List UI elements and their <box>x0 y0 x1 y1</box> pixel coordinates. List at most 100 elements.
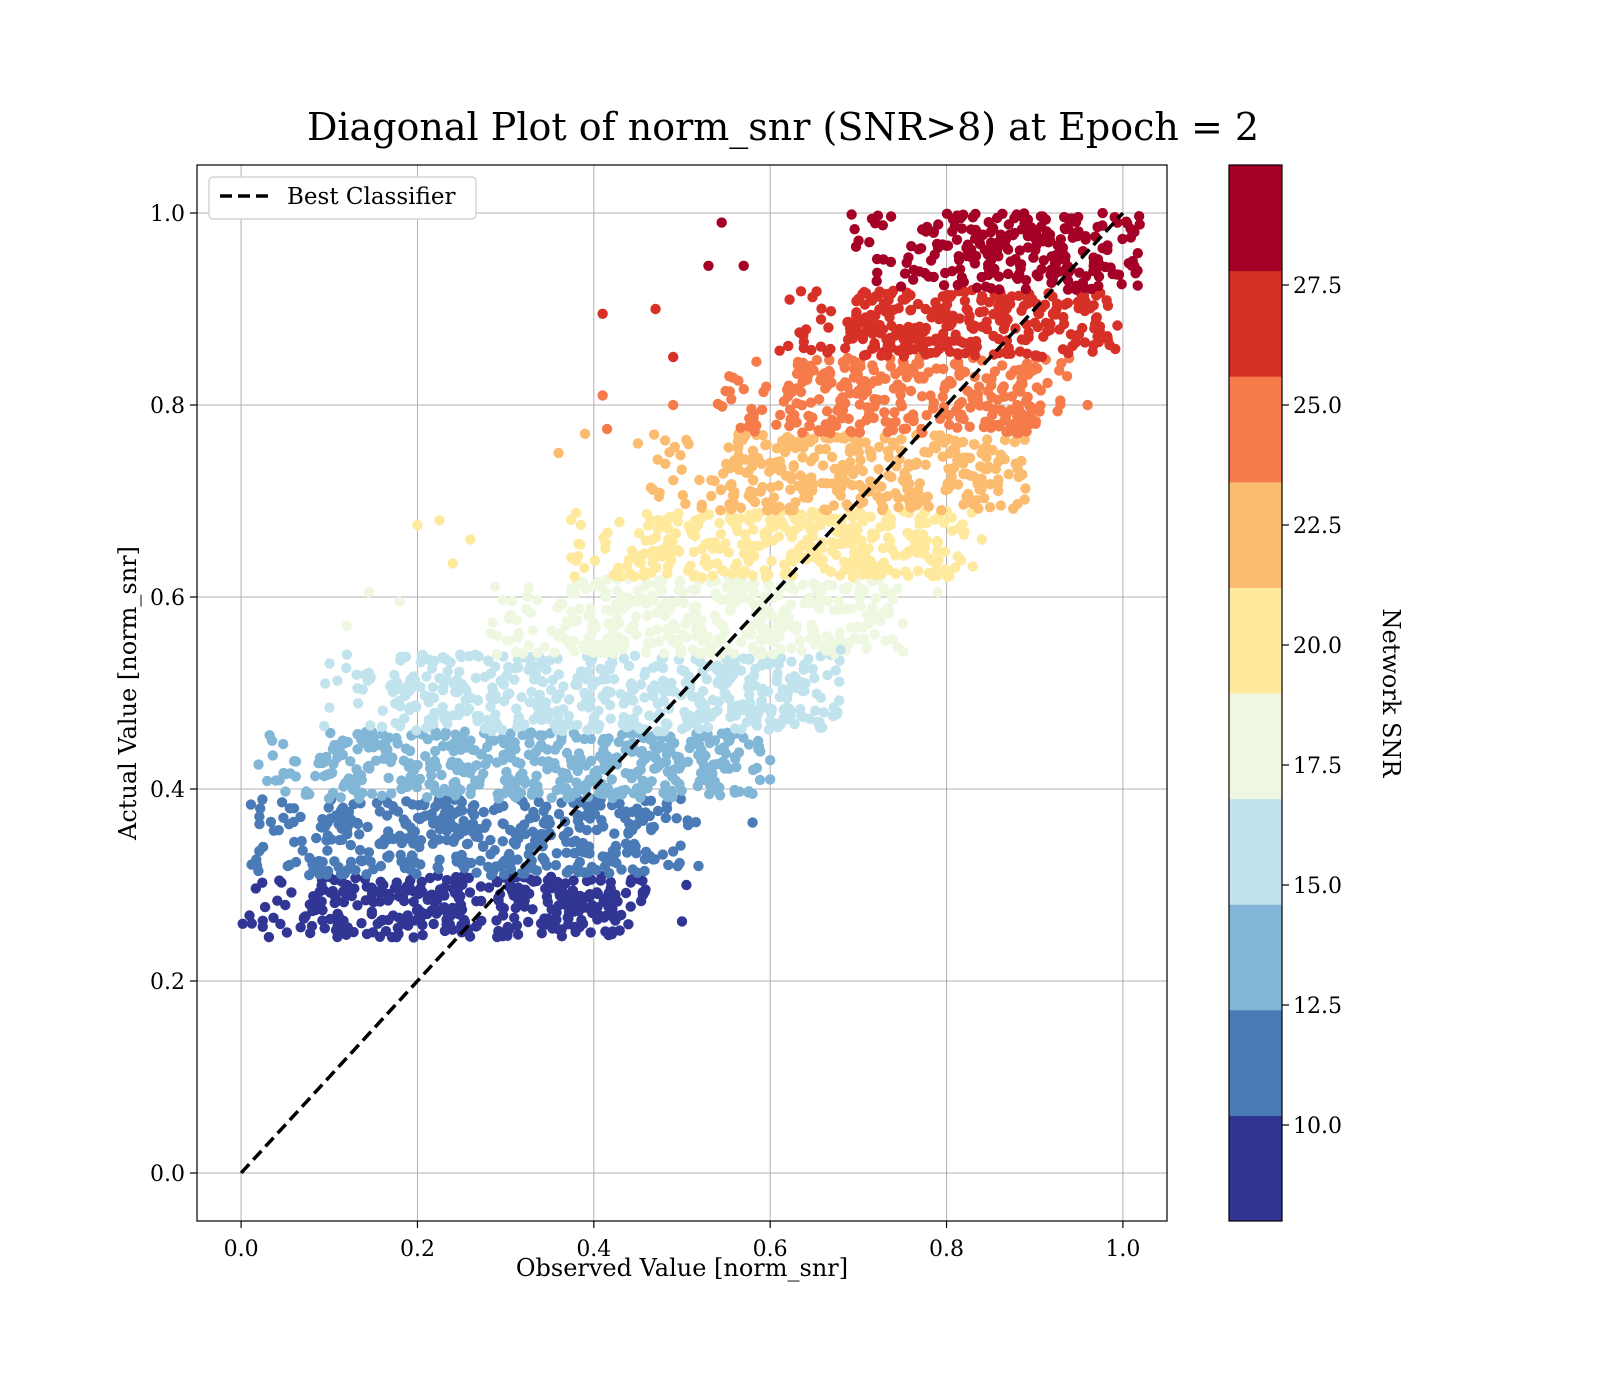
data-point <box>334 834 345 846</box>
data-point <box>660 780 671 791</box>
data-point <box>285 768 296 779</box>
data-point <box>633 528 645 539</box>
y-tick-label: 0.2 <box>150 970 185 995</box>
outlier-point <box>447 558 458 569</box>
data-point <box>770 514 781 525</box>
data-point <box>712 660 723 671</box>
data-point <box>498 788 509 799</box>
outlier-point <box>597 308 608 319</box>
data-point <box>524 888 535 899</box>
data-point <box>1035 385 1047 396</box>
data-point <box>327 885 338 897</box>
data-point <box>415 859 426 870</box>
data-point <box>969 350 981 361</box>
data-point <box>903 321 914 333</box>
data-point <box>585 656 596 668</box>
data-point <box>793 480 804 492</box>
data-point <box>662 791 673 803</box>
data-point <box>253 759 264 770</box>
data-point <box>416 876 427 887</box>
data-point <box>639 865 650 877</box>
data-point <box>807 412 818 423</box>
data-point <box>424 872 436 884</box>
data-point <box>695 695 706 707</box>
data-point <box>485 628 496 639</box>
data-point <box>879 407 890 418</box>
data-point <box>639 692 650 703</box>
data-point <box>747 642 759 653</box>
data-point <box>993 421 1005 432</box>
data-point <box>696 499 708 510</box>
data-point <box>1007 230 1019 241</box>
data-point <box>323 802 334 813</box>
y-axis-ticks: 0.0 0.2 0.4 0.6 0.8 1.0 <box>150 202 197 1187</box>
data-point <box>859 633 870 645</box>
data-point <box>983 217 994 228</box>
outlier-point <box>632 438 644 449</box>
data-point <box>859 286 870 298</box>
data-point <box>728 490 740 501</box>
data-point <box>797 579 809 591</box>
data-point <box>598 733 609 745</box>
outlier-point <box>681 879 692 891</box>
data-point <box>506 595 518 607</box>
data-point <box>933 314 945 325</box>
data-point <box>796 400 808 411</box>
data-point <box>386 679 397 691</box>
data-point <box>590 676 602 687</box>
data-point <box>498 738 510 749</box>
data-point <box>550 860 562 871</box>
data-point <box>593 705 604 716</box>
data-point <box>317 915 328 926</box>
data-point <box>755 634 767 645</box>
data-point <box>997 360 1008 371</box>
data-point <box>956 396 967 408</box>
data-point <box>522 591 533 602</box>
data-point <box>558 719 569 730</box>
colorbar <box>1229 165 1282 1222</box>
data-point <box>828 702 839 713</box>
data-point <box>854 588 865 599</box>
data-point <box>928 397 939 408</box>
data-point <box>814 594 825 605</box>
band-9-points <box>846 207 1145 295</box>
data-point <box>534 742 545 754</box>
data-point <box>497 594 508 605</box>
data-point <box>749 496 761 508</box>
data-point <box>715 505 726 516</box>
data-point <box>702 631 714 643</box>
data-point <box>542 713 553 724</box>
data-point <box>705 767 717 778</box>
data-point <box>1055 395 1066 406</box>
data-point <box>794 635 806 646</box>
data-point <box>349 883 360 894</box>
data-point <box>623 828 634 839</box>
data-point <box>345 756 356 767</box>
data-point <box>737 568 748 580</box>
data-point <box>970 208 981 220</box>
data-point <box>792 360 804 371</box>
data-point <box>844 388 855 399</box>
data-point <box>579 687 590 699</box>
data-point <box>659 435 671 446</box>
data-point <box>909 459 921 470</box>
data-point <box>997 208 1008 219</box>
data-point <box>895 281 907 292</box>
data-point <box>825 306 837 317</box>
data-point <box>462 838 474 849</box>
data-point <box>272 895 283 906</box>
data-point <box>795 286 807 297</box>
data-point <box>892 642 903 653</box>
data-point <box>831 549 842 561</box>
data-point <box>977 446 988 458</box>
data-point <box>319 770 330 782</box>
data-point <box>505 728 516 739</box>
data-point <box>587 900 598 911</box>
data-point <box>558 681 569 692</box>
data-point <box>495 675 506 687</box>
data-point <box>560 889 572 900</box>
data-point <box>654 740 665 751</box>
data-point <box>1062 275 1074 286</box>
data-point <box>849 224 860 235</box>
data-point <box>311 832 322 844</box>
